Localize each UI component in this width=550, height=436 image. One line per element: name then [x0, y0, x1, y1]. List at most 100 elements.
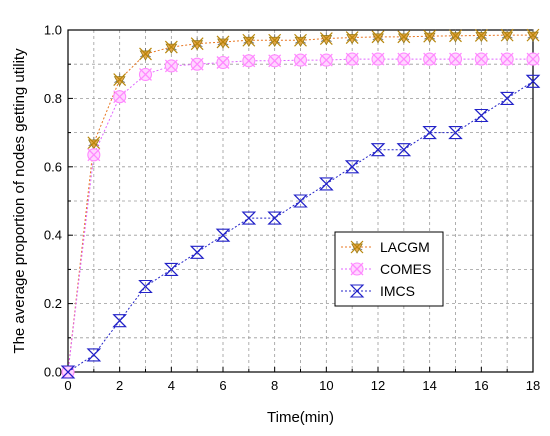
data-point — [268, 33, 282, 48]
marker-diag — [526, 52, 540, 66]
marker-triangle — [397, 33, 410, 44]
marker-triangle — [191, 40, 204, 51]
data-point — [525, 74, 541, 88]
marker-diag — [294, 53, 307, 67]
data-point — [242, 54, 256, 68]
marker-diag — [423, 29, 437, 43]
data-point — [449, 29, 462, 43]
marker-diag — [216, 35, 230, 49]
marker-diag — [423, 52, 437, 66]
marker-diag — [500, 52, 514, 66]
series-imcs — [60, 74, 541, 379]
legend-label: LACGM — [380, 239, 430, 255]
marker-diag — [526, 74, 540, 88]
data-point — [294, 33, 307, 48]
x-tick-label: 10 — [319, 378, 333, 393]
x-tick-label: 4 — [168, 378, 175, 393]
data-point — [241, 211, 257, 225]
marker-diag — [449, 52, 462, 66]
series-layer — [60, 28, 541, 379]
marker-triangle — [165, 43, 178, 54]
marker-diag — [350, 240, 364, 254]
marker-diag — [474, 52, 488, 66]
legend-item-lacgm: LACGM — [341, 239, 430, 255]
x-tick-label: 16 — [474, 378, 488, 393]
marker-diag — [319, 53, 333, 67]
data-point — [319, 53, 333, 67]
marker-diag — [319, 177, 333, 191]
legend-label: IMCS — [380, 283, 415, 299]
data-point — [138, 67, 153, 82]
series-comes — [61, 52, 540, 379]
marker-triangle — [475, 32, 488, 43]
marker-triangle — [501, 31, 514, 42]
data-point — [319, 177, 334, 191]
data-point — [500, 28, 514, 42]
data-point — [164, 59, 178, 73]
data-point — [112, 314, 127, 328]
marker-diag — [242, 54, 256, 68]
marker-triangle — [320, 35, 333, 46]
marker-diag — [474, 29, 488, 42]
data-point — [216, 35, 230, 49]
data-point — [422, 126, 437, 140]
x-tick-label: 6 — [219, 378, 226, 393]
data-point — [138, 279, 153, 294]
marker-diag — [345, 31, 359, 44]
y-axis-label: The average proportion of nodes getting … — [11, 48, 28, 354]
marker-diag — [216, 56, 230, 69]
marker-diag — [371, 30, 385, 44]
marker-diag — [139, 68, 152, 81]
data-point — [293, 53, 308, 67]
marker-diag — [242, 33, 256, 47]
marker-triangle — [527, 31, 539, 42]
data-point — [190, 37, 204, 51]
legend-label: COMES — [380, 261, 431, 277]
legend: LACGM COMES IMCS — [334, 231, 444, 307]
marker-triangle — [294, 36, 307, 48]
marker-diag — [190, 57, 204, 71]
marker-diag — [397, 30, 411, 44]
data-point — [215, 228, 231, 242]
data-point — [190, 57, 204, 71]
y-tick-label: 0.4 — [44, 228, 62, 243]
data-point — [526, 52, 540, 66]
x-tick-label: 8 — [271, 378, 278, 393]
marker-diag — [268, 54, 282, 68]
data-point — [164, 262, 179, 276]
marker-triangle — [346, 34, 359, 45]
data-point — [474, 29, 488, 43]
marker-diag — [397, 143, 411, 157]
marker-diag — [526, 28, 540, 42]
data-point — [267, 211, 282, 225]
marker-diag — [500, 28, 514, 42]
marker-diag — [164, 40, 178, 54]
x-tick-label: 0 — [64, 378, 71, 393]
data-point — [474, 52, 488, 66]
data-point — [319, 32, 333, 46]
data-point — [423, 29, 437, 43]
marker-triangle — [423, 32, 436, 43]
marker-diag — [113, 314, 127, 328]
data-point — [397, 52, 411, 66]
data-point — [371, 30, 385, 44]
marker-triangle — [351, 243, 363, 254]
data-point — [448, 52, 463, 66]
marker-diag — [371, 52, 385, 66]
data-point — [87, 136, 101, 150]
marker-diag — [113, 90, 127, 104]
marker-triangle — [242, 36, 255, 48]
data-point — [370, 143, 386, 157]
marker-diag — [449, 126, 462, 139]
marker-diag — [268, 33, 282, 47]
x-tick-label: 2 — [116, 378, 123, 393]
x-tick-label: 12 — [371, 378, 385, 393]
marker-diag — [474, 109, 488, 122]
data-point — [293, 194, 308, 208]
data-point — [423, 52, 437, 66]
marker-diag — [319, 32, 333, 45]
axis-ticks: 0 2 4 6 8 10 12 14 16 18 0.0 0.2 0.4 0.6 0.8 1.0 — [44, 23, 540, 394]
marker-diag — [190, 245, 204, 259]
marker-diag — [164, 59, 178, 73]
marker-triangle — [113, 76, 126, 87]
